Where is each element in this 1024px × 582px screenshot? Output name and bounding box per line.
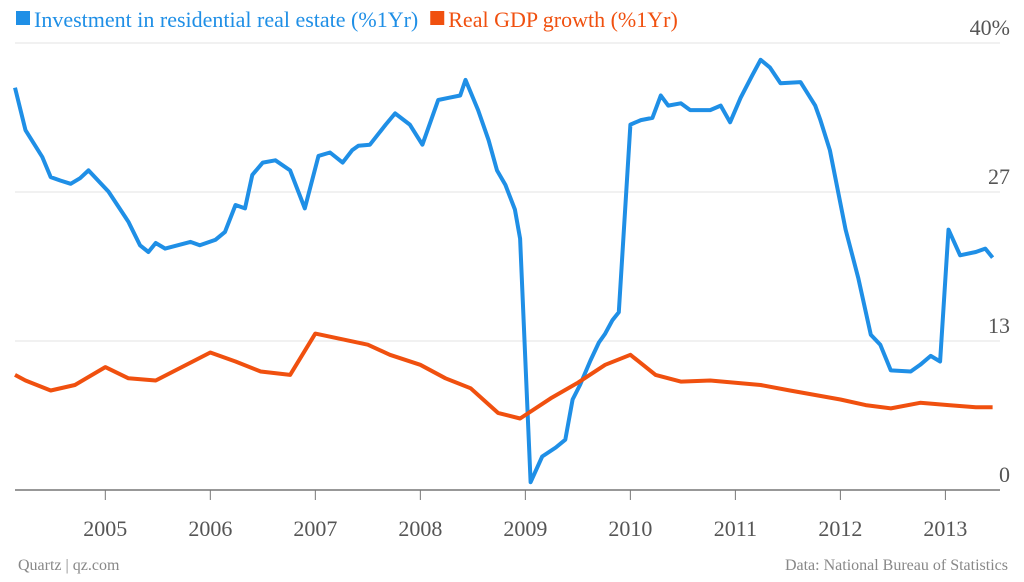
series-line	[14, 331, 993, 421]
credit: Quartz | qz.com	[18, 557, 120, 574]
series-line	[13, 57, 995, 485]
x-tick-label: 2008	[398, 516, 442, 541]
x-tick-label: 2005	[83, 516, 127, 541]
legend-swatch	[16, 11, 30, 25]
legend-label: Investment in residential real estate (%…	[34, 7, 418, 32]
y-tick-label: 0	[999, 462, 1010, 487]
x-tick-label: 2012	[818, 516, 862, 541]
y-tick-label: 40%	[970, 15, 1010, 40]
x-tick-label: 2009	[503, 516, 547, 541]
y-tick-label: 27	[988, 164, 1010, 189]
legend-swatch	[430, 11, 445, 25]
legend-label: Real GDP growth (%1Yr)	[448, 7, 678, 32]
source: Data: National Bureau of Statistics	[785, 557, 1008, 574]
x-tick-label: 2006	[188, 516, 232, 541]
x-tick-label: 2011	[714, 516, 757, 541]
x-tick-label: 2007	[293, 516, 337, 541]
y-tick-label: 13	[988, 313, 1010, 338]
x-tick-label: 2013	[923, 516, 967, 541]
x-tick-label: 2010	[608, 516, 652, 541]
